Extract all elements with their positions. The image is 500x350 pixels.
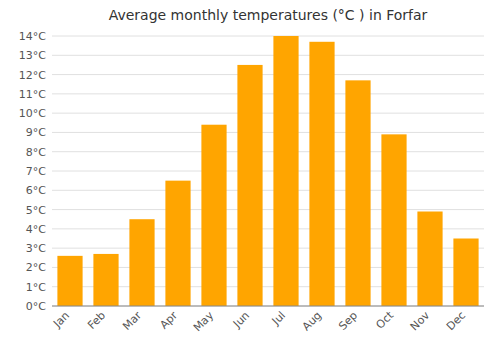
grid-line: [52, 36, 484, 37]
bar: [381, 134, 406, 306]
x-tick-label: Jul: [269, 309, 288, 328]
x-axis-line: [52, 306, 484, 307]
y-tick-label: 7°C: [26, 165, 46, 178]
grid-line: [52, 190, 484, 191]
grid-line: [52, 93, 484, 94]
x-tick-label: Dec: [444, 309, 468, 333]
y-tick-label: 8°C: [26, 146, 46, 159]
grid-line: [52, 113, 484, 114]
x-tick-label: Nov: [408, 309, 433, 334]
chart-svg: Average monthly temperatures (°C ) in Fo…: [0, 0, 500, 350]
x-tick-label: May: [191, 309, 217, 335]
grid-line: [52, 151, 484, 152]
grid-line: [52, 171, 484, 172]
grid-line: [52, 74, 484, 75]
bar: [345, 80, 370, 306]
bar: [417, 212, 442, 307]
x-tick-label: Apr: [157, 309, 180, 332]
bar: [165, 181, 190, 306]
grid-line: [52, 55, 484, 56]
y-tick-label: 0°C: [26, 300, 46, 313]
bar: [273, 36, 298, 306]
bar: [201, 125, 226, 306]
y-tick-label: 5°C: [26, 204, 46, 217]
grid-line: [52, 209, 484, 210]
x-tick-label: Feb: [85, 309, 108, 332]
y-tick-label: 10°C: [19, 107, 46, 120]
y-tick-label: 6°C: [26, 184, 46, 197]
chart-container: Average monthly temperatures (°C ) in Fo…: [0, 0, 500, 350]
y-tick-label: 12°C: [19, 69, 46, 82]
grid: [52, 36, 484, 306]
y-tick-label: 2°C: [26, 261, 46, 274]
bar: [129, 219, 154, 306]
y-tick-label: 11°C: [19, 88, 46, 101]
title: Average monthly temperatures (°C ) in Fo…: [109, 7, 428, 23]
y-tick-label: 13°C: [19, 49, 46, 62]
y-tick-label: 14°C: [19, 30, 46, 43]
x-tick-label: Jan: [50, 309, 72, 331]
x-tick-label: Oct: [373, 308, 396, 331]
bar: [453, 239, 478, 307]
bar: [309, 42, 334, 306]
bar: [57, 256, 82, 306]
bars: [57, 36, 478, 306]
x-tick-label: Sep: [336, 309, 360, 333]
y-tick-label: 1°C: [26, 281, 46, 294]
grid-line: [52, 132, 484, 133]
grid-line: [52, 306, 484, 307]
y-tick-label: 3°C: [26, 242, 46, 255]
x-tick-label: Jun: [230, 309, 252, 331]
y-tick-label: 9°C: [26, 126, 46, 139]
x-tick-label: Aug: [300, 309, 324, 333]
y-tick-label: 4°C: [26, 223, 46, 236]
bar: [93, 254, 118, 306]
x-tick-label: Mar: [120, 309, 144, 333]
bar: [237, 65, 262, 306]
